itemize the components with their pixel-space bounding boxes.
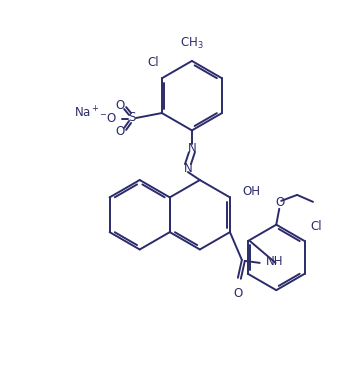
Text: OH: OH [243, 185, 261, 198]
Text: O: O [115, 99, 125, 112]
Text: NH: NH [266, 255, 283, 268]
Text: N: N [187, 142, 196, 155]
Text: N: N [183, 162, 192, 174]
Text: Cl: Cl [310, 220, 322, 233]
Text: S: S [128, 111, 136, 124]
Text: O: O [276, 196, 285, 210]
Text: Na$^+$: Na$^+$ [74, 105, 99, 121]
Text: O: O [115, 126, 125, 138]
Text: $^{-}$O: $^{-}$O [99, 112, 117, 126]
Text: CH$_3$: CH$_3$ [180, 36, 204, 51]
Text: Cl: Cl [147, 56, 159, 69]
Text: O: O [233, 287, 242, 300]
